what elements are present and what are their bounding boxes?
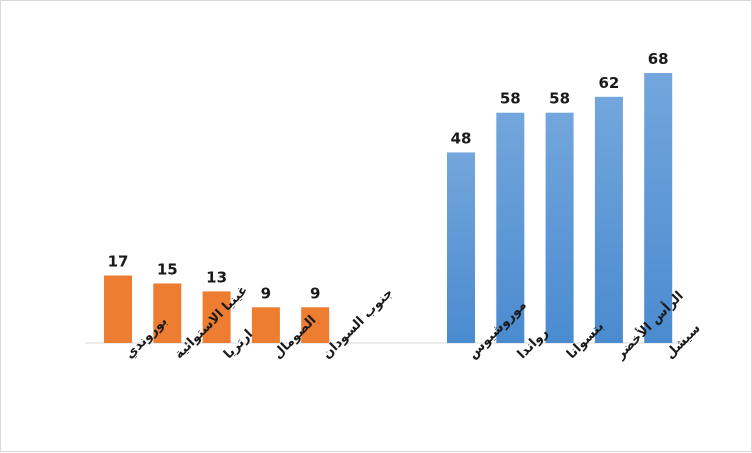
bar-group1-3 (202, 291, 231, 343)
data-label-group2-2: 58 (500, 90, 521, 108)
data-label-group2-3: 58 (549, 90, 570, 108)
bar-group2-2 (496, 112, 525, 344)
bar-group2-1 (447, 152, 475, 343)
data-label-group2-5: 68 (648, 50, 669, 68)
bar-group1-4 (251, 307, 280, 343)
bar-group1-1 (104, 275, 132, 343)
bar-group1-2 (153, 283, 182, 343)
data-label-group1-1: 17 (108, 253, 129, 271)
data-label-group1-5: 9 (310, 284, 320, 302)
data-label-group1-4: 9 (261, 284, 271, 302)
bar-group2-4 (594, 96, 623, 343)
data-label-group1-3: 13 (206, 268, 227, 286)
data-label-group2-4: 62 (598, 74, 619, 92)
data-label-group2-1: 48 (451, 129, 472, 147)
data-label-group1-2: 15 (157, 260, 178, 278)
bar-group2-5 (644, 73, 673, 343)
bar-group2-3 (545, 112, 574, 344)
category-label-group1-5: جنوب السودان (320, 285, 397, 362)
bar-group1-5 (301, 307, 330, 343)
